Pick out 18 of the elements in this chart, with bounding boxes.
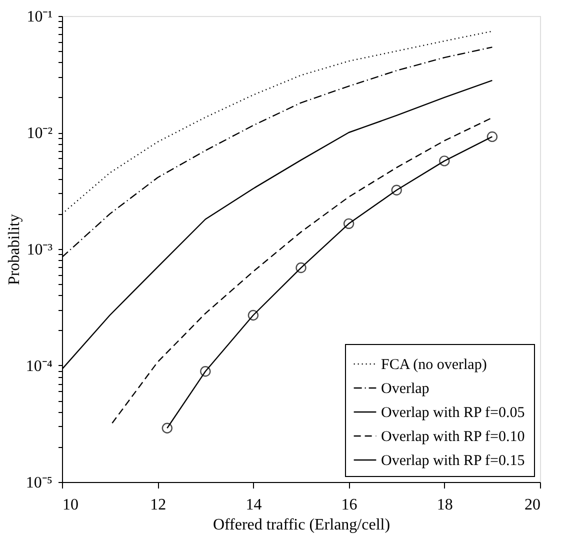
x-tick-label: 12 bbox=[150, 496, 166, 514]
y-tick-label: 10⁻⁴ bbox=[26, 358, 53, 375]
legend-label: Overlap with RP f=0.05 bbox=[381, 405, 525, 421]
x-tick-label: 14 bbox=[246, 496, 262, 514]
legend-label: Overlap bbox=[381, 381, 430, 397]
x-tick-label: 18 bbox=[436, 496, 453, 514]
y-tick-label: 10⁻³ bbox=[26, 242, 53, 258]
legend-label: FCA (no overlap) bbox=[381, 357, 487, 373]
y-tick-label: 10⁻¹ bbox=[26, 8, 53, 26]
x-tick-label: 10 bbox=[62, 496, 78, 514]
x-axis-title: Offered traffic (Erlang/cell) bbox=[212, 516, 390, 534]
legend-label: Overlap with RP f=0.10 bbox=[381, 429, 525, 445]
y-tick-label: 10⁻² bbox=[26, 125, 53, 142]
x-tick-label: 16 bbox=[341, 496, 358, 514]
legend-label: Overlap with RP f=0.15 bbox=[381, 453, 525, 469]
y-tick-label: 10⁻⁵ bbox=[26, 474, 52, 492]
y-axis-title: Probability bbox=[6, 214, 23, 286]
x-tick-label: 20 bbox=[524, 496, 540, 514]
